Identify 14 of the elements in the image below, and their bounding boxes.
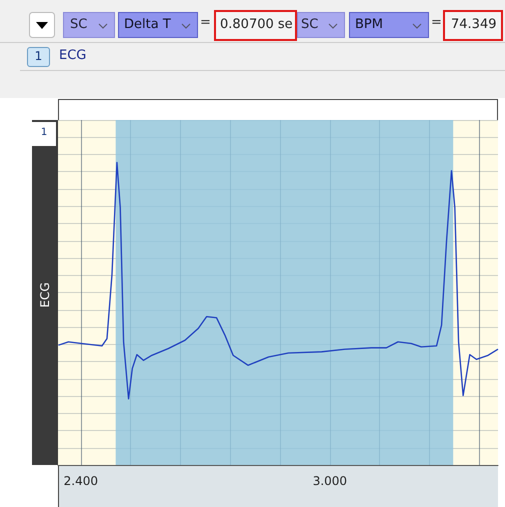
text: 0.80700 se <box>214 10 297 41</box>
text: Delta T <box>118 12 198 38</box>
text: 1 <box>27 47 50 67</box>
text: ECG <box>38 282 52 308</box>
text: BPM <box>349 12 429 38</box>
text: ECG <box>59 48 86 63</box>
text: 74.349 <box>443 10 503 41</box>
text: = <box>200 15 211 30</box>
x-tick-label: 2.400 <box>64 474 98 488</box>
text: = <box>431 15 442 30</box>
text: SC <box>297 12 345 38</box>
text: 1 <box>32 122 56 146</box>
x-tick-label: 3.000 <box>312 474 348 488</box>
text: SC <box>63 12 115 38</box>
